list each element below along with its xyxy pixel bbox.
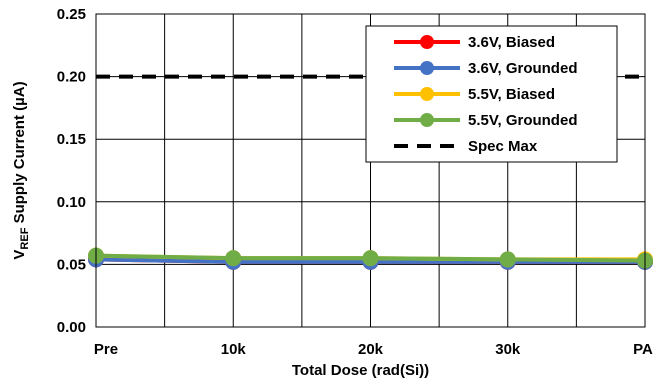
legend: 3.6V, Biased 3.6V, Grounded 5.5V, Biased 5.… bbox=[365, 25, 618, 163]
y-tick-label: 0.20 bbox=[57, 69, 86, 86]
legend-label: 5.5V, Biased bbox=[468, 86, 555, 103]
legend-label: 5.5V, Grounded bbox=[468, 112, 577, 129]
legend-label: 3.6V, Grounded bbox=[468, 60, 577, 77]
y-axis-label-sub: REF bbox=[19, 227, 31, 249]
data-point bbox=[499, 251, 516, 268]
y-tick-labels: 0.00 0.05 0.10 0.15 0.20 0.25 bbox=[57, 6, 86, 336]
legend-marker bbox=[420, 61, 434, 75]
legend-item: Spec Max bbox=[394, 138, 538, 155]
y-axis-label: VREF Supply Current (µA) bbox=[11, 81, 31, 259]
x-tick-label: Pre bbox=[94, 341, 118, 358]
legend-item: 3.6V, Biased bbox=[394, 34, 555, 51]
x-tick-label: 30k bbox=[495, 341, 521, 358]
plot-frame bbox=[95, 13, 646, 328]
legend-item: 5.5V, Grounded bbox=[394, 112, 577, 129]
legend-label: Spec Max bbox=[468, 138, 538, 155]
x-tick-label: 10k bbox=[221, 341, 247, 358]
y-tick-label: 0.05 bbox=[57, 256, 86, 273]
x-tick-label: 20k bbox=[358, 341, 384, 358]
legend-item: 3.6V, Grounded bbox=[394, 60, 577, 77]
x-tick-label: PA bbox=[633, 341, 653, 358]
x-tick-labels: Pre 10k 20k 30k PA bbox=[94, 341, 653, 358]
y-tick-label: 0.10 bbox=[57, 194, 86, 211]
y-tick-label: 0.25 bbox=[57, 6, 86, 23]
legend-marker bbox=[420, 113, 434, 127]
y-axis-label-rest: Supply Current (µA) bbox=[11, 81, 28, 227]
data-point bbox=[362, 250, 379, 267]
y-tick-label: 0.00 bbox=[57, 319, 86, 336]
legend-marker bbox=[420, 87, 434, 101]
y-tick-label: 0.15 bbox=[57, 131, 86, 148]
series bbox=[88, 247, 653, 269]
legend-item: 5.5V, Biased bbox=[394, 86, 555, 103]
y-axis-label-main: V bbox=[11, 250, 28, 260]
x-axis-label: Total Dose (rad(Si)) bbox=[292, 362, 429, 379]
legend-label: 3.6V, Biased bbox=[468, 34, 555, 51]
data-point bbox=[225, 250, 242, 267]
legend-marker bbox=[420, 35, 434, 49]
